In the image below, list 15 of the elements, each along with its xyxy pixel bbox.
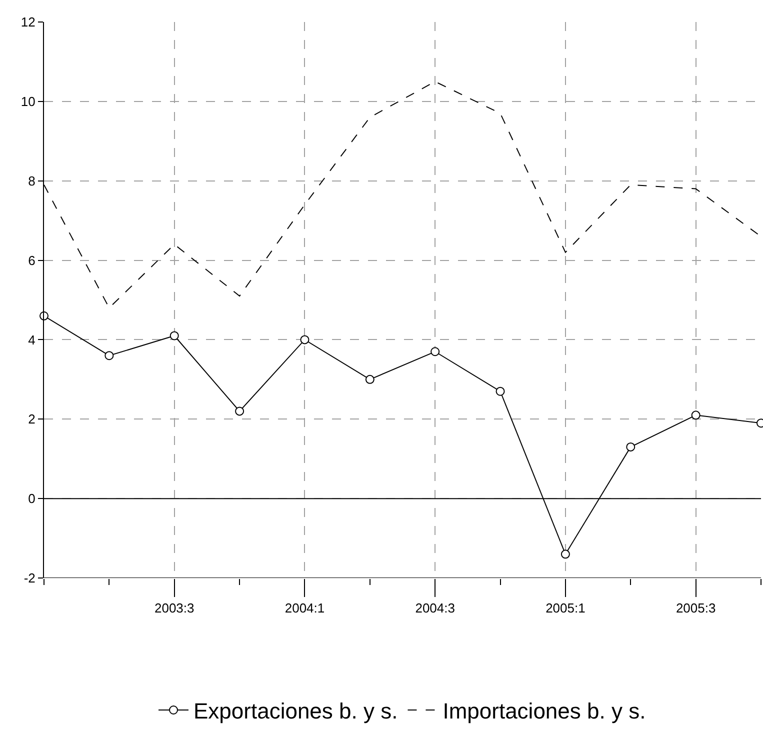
x-tick-label: 2004:1: [284, 600, 325, 616]
x-tick-label: 2003:3: [154, 600, 194, 616]
y-tick-label: 6: [28, 252, 36, 268]
y-tick-label: 10: [20, 94, 36, 109]
y-tick-label: 2: [28, 412, 36, 427]
x-tick-label: 2005:1: [546, 600, 586, 616]
y-tick-label: 0: [28, 491, 36, 506]
x-tick-label: 2004:3: [415, 600, 455, 616]
y-tick-label: 12: [20, 14, 36, 30]
legend-label: Importaciones b. y s.: [442, 698, 646, 724]
y-tick-label: -2: [24, 570, 36, 586]
y-tick-label: 8: [28, 173, 36, 188]
y-tick-label: 4: [28, 332, 36, 348]
x-tick-label: 2005:3: [676, 600, 716, 616]
legend-label: Exportaciones b. y s.: [194, 698, 398, 724]
